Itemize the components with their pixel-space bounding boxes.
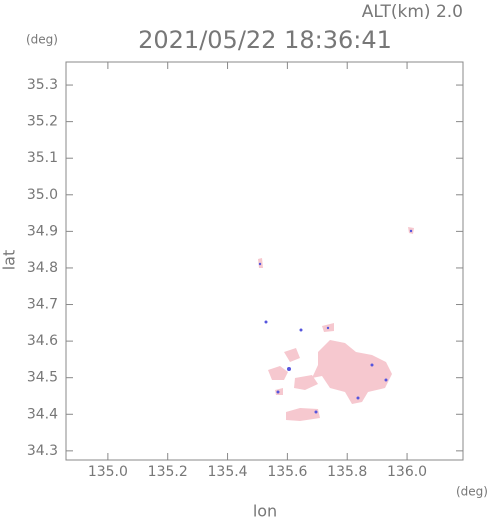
plot-frame — [65, 61, 464, 461]
x-tick-label: 135.2 — [148, 464, 188, 480]
y-tick-label: 35.2 — [27, 114, 58, 130]
radar-edges — [258, 229, 413, 414]
echo-edge — [258, 262, 262, 266]
echo-edge — [384, 378, 388, 382]
echo — [294, 375, 318, 390]
echo-edge — [299, 328, 303, 332]
echo-edge — [264, 320, 268, 324]
y-tick-label: 34.5 — [27, 370, 58, 386]
echo — [312, 340, 392, 404]
y-tick-label: 34.3 — [27, 443, 58, 459]
echo-edge — [314, 410, 318, 414]
chart-title: 2021/05/22 18:36:41 — [138, 26, 392, 54]
x-tick-label: 135.8 — [327, 464, 367, 480]
echo — [286, 408, 320, 421]
y-tick-label: 34.9 — [27, 223, 58, 239]
y-axis-label: lat — [0, 250, 19, 271]
radar-echoes — [258, 227, 414, 421]
x-tick-label: 135.4 — [208, 464, 248, 480]
altitude-label: ALT(km) 2.0 — [362, 2, 463, 22]
echo-edge — [287, 367, 291, 371]
y-tick-label: 34.4 — [27, 406, 58, 422]
y-tick-label: 34.8 — [27, 260, 58, 276]
x-tick-label: 135.6 — [267, 464, 307, 480]
y-tick-label: 35.3 — [27, 77, 58, 93]
x-axis-label: lon — [253, 502, 277, 521]
y-tick-label: 34.7 — [27, 297, 58, 313]
echo-edge — [356, 396, 360, 400]
y-unit: (deg) — [26, 33, 58, 47]
x-unit: (deg) — [456, 485, 488, 499]
echo-edge — [276, 390, 280, 394]
x-tick-label: 135.0 — [88, 464, 128, 480]
echo — [284, 348, 300, 362]
echo-edge — [370, 363, 374, 367]
x-tick-label: 136.0 — [387, 464, 427, 480]
echo-edge — [326, 326, 330, 330]
y-tick-label: 35.1 — [27, 150, 58, 166]
y-tick-label: 35.0 — [27, 187, 58, 203]
echo — [268, 366, 288, 380]
echo-edge — [409, 229, 413, 233]
y-tick-label: 34.6 — [27, 333, 58, 349]
